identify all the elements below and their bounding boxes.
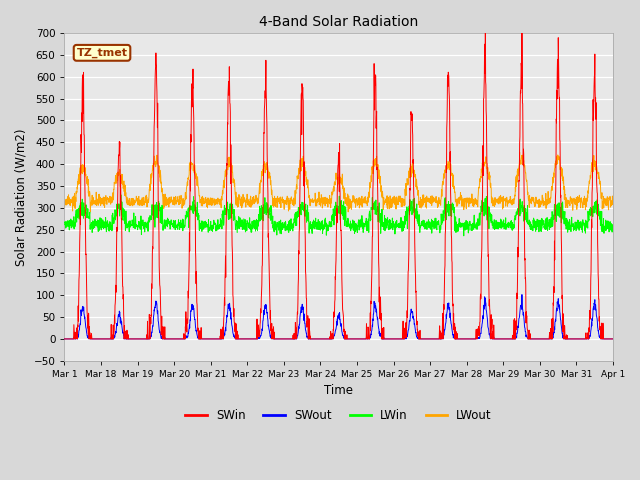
- X-axis label: Time: Time: [324, 384, 353, 397]
- Legend: SWin, SWout, LWin, LWout: SWin, SWout, LWin, LWout: [180, 405, 497, 427]
- Y-axis label: Solar Radiation (W/m2): Solar Radiation (W/m2): [15, 128, 28, 265]
- Text: TZ_tmet: TZ_tmet: [77, 48, 127, 58]
- Title: 4-Band Solar Radiation: 4-Band Solar Radiation: [259, 15, 419, 29]
